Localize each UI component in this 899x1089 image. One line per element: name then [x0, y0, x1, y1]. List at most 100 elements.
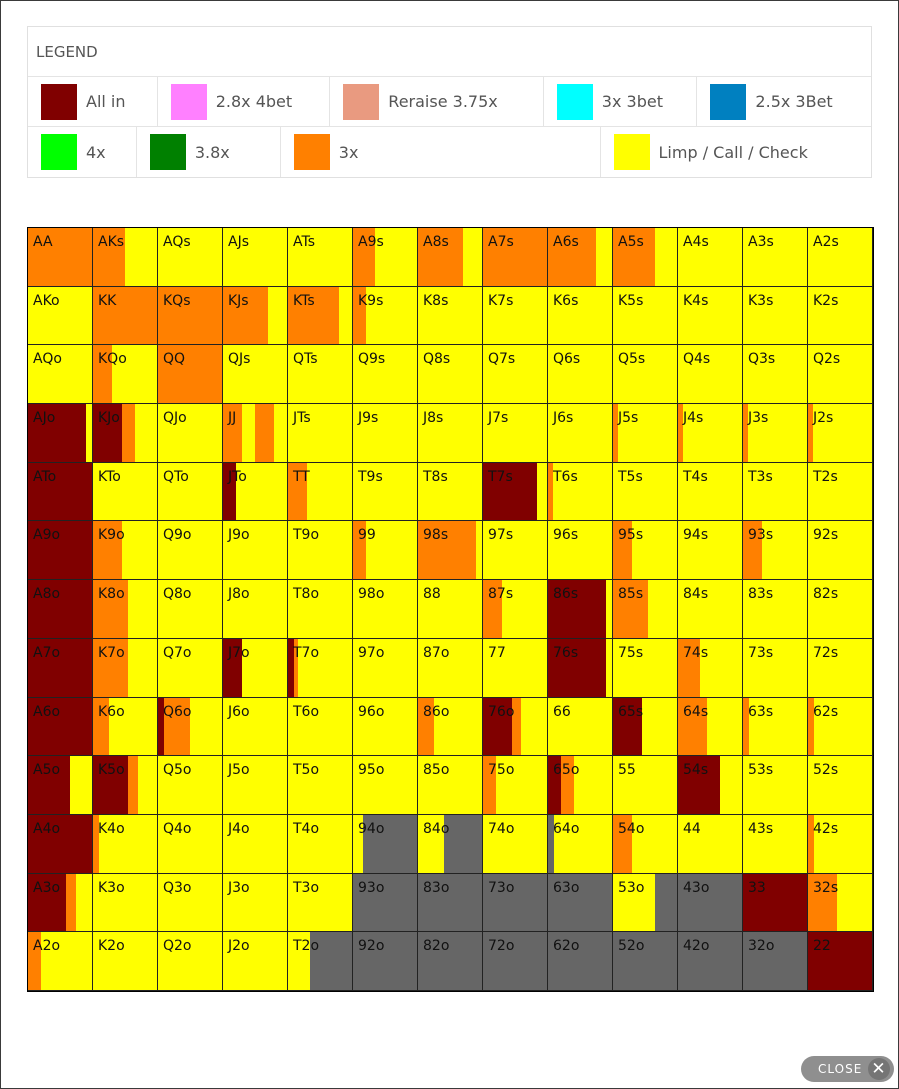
action-segment: [223, 228, 287, 286]
close-button[interactable]: CLOSE ✕: [801, 1056, 894, 1082]
hand-cell: T8s: [418, 462, 483, 522]
action-segment: [808, 697, 815, 756]
action-segment: [28, 697, 92, 756]
hand-label: T9o: [293, 527, 320, 544]
close-icon[interactable]: ✕: [868, 1058, 890, 1080]
hand-cell: KTo: [93, 462, 158, 522]
hand-label: 84s: [683, 586, 709, 603]
hand-label: T3o: [293, 879, 320, 896]
hand-label: 74s: [683, 644, 709, 661]
action-segment: [743, 462, 807, 521]
action-segment: [76, 873, 92, 932]
hand-cell: Q9o: [158, 521, 223, 581]
action-segment: [158, 756, 222, 814]
hand-cell: J2s: [808, 404, 873, 463]
hand-cell: K6s: [548, 286, 613, 346]
hand-label: 96s: [553, 527, 579, 544]
action-segment: [109, 697, 157, 756]
hand-label: 73o: [488, 879, 515, 896]
hand-cell: J3o: [223, 873, 288, 933]
hand-label: QJo: [163, 410, 187, 427]
hand-cell: 54s: [678, 756, 743, 815]
action-segment: [483, 756, 496, 814]
hand-label: AQs: [163, 234, 191, 250]
action-segment: [706, 697, 742, 756]
action-segment: [502, 580, 547, 638]
hand-label: K8s: [423, 292, 449, 309]
action-segment: [223, 462, 236, 521]
legend-swatch: [170, 83, 207, 120]
action-segment: [353, 756, 417, 814]
hand-label: A8s: [423, 234, 449, 250]
action-segment: [483, 462, 538, 521]
action-segment: [808, 638, 872, 697]
hand-label: AJs: [228, 234, 249, 250]
action-segment: [475, 521, 482, 580]
action-segment: [353, 638, 417, 697]
hand-cell: K7o: [93, 638, 158, 698]
hand-label: AKs: [98, 234, 125, 250]
action-segment: [99, 814, 157, 873]
action-segment: [121, 521, 157, 580]
hand-label: J3s: [748, 410, 769, 427]
action-segment: [678, 814, 742, 873]
hand-label: KJo: [98, 410, 120, 427]
hand-label: K7o: [98, 644, 125, 661]
hand-cell: J5s: [613, 404, 678, 463]
action-segment: [537, 462, 547, 521]
hand-cell: JJ: [223, 404, 288, 463]
legend-label: 2.5x 3Bet: [755, 92, 833, 111]
hand-cell: A8s: [418, 228, 483, 287]
action-segment: [418, 404, 482, 462]
action-segment: [288, 580, 352, 638]
action-segment: [573, 756, 612, 814]
action-segment: [613, 932, 677, 990]
action-segment: [128, 580, 157, 638]
hand-label: K5o: [98, 762, 125, 779]
hand-cell: 74s: [678, 638, 743, 698]
action-segment: [66, 873, 76, 932]
action-segment: [158, 638, 222, 697]
hand-label: K3s: [748, 292, 774, 309]
hand-cell: J6s: [548, 404, 613, 463]
hand-label: J9s: [358, 410, 379, 427]
hand-label: J9o: [228, 527, 250, 544]
action-segment: [93, 286, 157, 345]
action-segment: [28, 638, 92, 697]
hand-cell: 64o: [548, 814, 613, 874]
action-segment: [548, 286, 612, 345]
action-segment: [288, 286, 340, 345]
action-segment: [443, 814, 482, 873]
action-segment: [743, 697, 750, 756]
action-segment: [93, 932, 157, 990]
hand-label: 43s: [748, 820, 774, 837]
action-segment: [353, 697, 417, 756]
action-segment: [483, 814, 547, 873]
hand-cell: T7o: [288, 638, 353, 698]
action-segment: [548, 814, 555, 873]
action-segment: [483, 638, 547, 697]
legend-item: 3.8x: [137, 127, 281, 177]
hand-cell: 76s: [548, 638, 613, 698]
hand-cell: Q4o: [158, 814, 223, 874]
legend-label: Limp / Call / Check: [658, 142, 808, 162]
action-segment: [678, 580, 742, 638]
hand-cell: Q9s: [353, 345, 418, 405]
hand-cell: 96o: [353, 697, 418, 757]
hand-label: 86o: [423, 703, 450, 720]
hand-cell: T3o: [288, 873, 353, 933]
hand-label: Q7s: [488, 351, 516, 368]
action-segment: [418, 697, 434, 756]
action-segment: [93, 638, 129, 697]
action-segment: [654, 873, 677, 932]
hand-label: J6o: [228, 703, 250, 720]
action-segment: [548, 580, 606, 638]
hand-label: 33: [748, 879, 766, 896]
hand-cell: T6o: [288, 697, 353, 757]
hand-cell: A9o: [28, 521, 93, 581]
action-segment: [223, 873, 287, 932]
action-segment: [495, 756, 547, 814]
legend-swatch: [293, 134, 330, 170]
action-segment: [288, 697, 352, 756]
hand-cell: 72o: [483, 932, 548, 991]
